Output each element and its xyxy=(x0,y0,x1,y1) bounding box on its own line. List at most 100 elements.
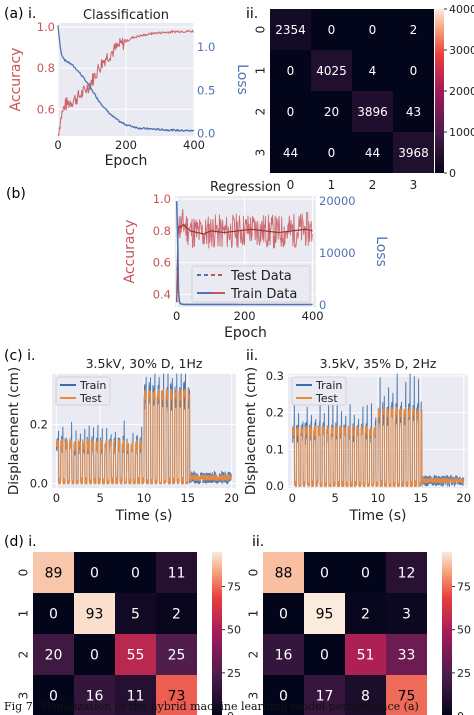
heatmap-cell-label: 0 xyxy=(361,566,370,582)
y2-tick-label: 0.0 xyxy=(197,126,215,140)
y2-tick-label: 0 xyxy=(319,298,326,312)
chart-title: Regression xyxy=(210,180,281,195)
heatmap-cell xyxy=(263,593,304,634)
y-tick-label: 0 xyxy=(247,569,261,577)
heatmap-cell-label: 2 xyxy=(172,607,181,623)
x-tick-label: 3 xyxy=(410,178,418,192)
x-tick-label: 10 xyxy=(137,491,152,505)
x-tick-label: 2 xyxy=(369,178,377,192)
x-tick-label: 5 xyxy=(97,491,104,505)
y2-tick-label: 10000 xyxy=(319,246,356,260)
colorbar xyxy=(212,552,222,715)
heatmap-cell-label: 0 xyxy=(320,566,329,582)
chart-d2: 880012095231605133017875012301230255075 xyxy=(247,552,471,715)
colorbar-tick-label: 30000 xyxy=(449,44,474,57)
heatmap-cell xyxy=(263,675,304,715)
heatmap-cell xyxy=(304,675,345,715)
heatmap-cell xyxy=(386,675,427,715)
heatmap-cell xyxy=(393,50,434,91)
y-tick-label: 2 xyxy=(17,651,31,659)
chart-c1: 0.0 0.2 0 5 10 15 20 3.5kV, 30% D, 1Hz Time (s) D… xyxy=(6,356,239,524)
colorbar-tick-label: 75 xyxy=(457,581,471,594)
panel-label-b: (b) xyxy=(6,186,26,202)
heatmap-cell-label: 0 xyxy=(287,105,295,119)
legend-label-test: Test xyxy=(315,392,338,405)
panel-label-a: (a) i. xyxy=(4,6,36,22)
heatmap-cell xyxy=(345,552,386,593)
panel-label-d: (d) i. xyxy=(4,534,37,550)
heatmap-cell xyxy=(74,552,115,593)
heatmap-cell-label: 20 xyxy=(324,105,339,119)
chart-title: 3.5kV, 35% D, 2Hz xyxy=(320,356,437,371)
heatmap-cell xyxy=(115,634,156,675)
panel-label-a2: ii. xyxy=(246,6,258,22)
y-tick-label: 1 xyxy=(254,67,268,75)
x-tick-label: 5 xyxy=(331,491,338,505)
y2-tick-label: 20000 xyxy=(319,194,356,208)
legend-label-train: Train xyxy=(79,379,106,392)
colorbar-tick-label: 50 xyxy=(457,624,471,637)
heatmap-cell-label: 3968 xyxy=(398,146,429,160)
y-tick-label: 0 xyxy=(17,569,31,577)
x-axis-label: Time (s) xyxy=(349,508,407,524)
y2-axis-label: Loss xyxy=(234,64,250,95)
heatmap-cell-label: 17 xyxy=(316,689,334,705)
y-tick-label: 0.2 xyxy=(30,417,48,431)
heatmap-cell-label: 5 xyxy=(131,607,140,623)
heatmap-cell-label: 2 xyxy=(361,607,370,623)
heatmap-cell xyxy=(74,675,115,715)
legend-label-train: Train xyxy=(315,379,342,392)
accuracy-series-line xyxy=(57,29,195,137)
heatmap-cell xyxy=(386,634,427,675)
y-tick-label: 0.2 xyxy=(266,406,284,420)
heatmap-cell-label: 0 xyxy=(410,64,418,78)
y-tick-label: 3 xyxy=(247,692,261,700)
heatmap-cell xyxy=(270,132,311,173)
heatmap-cell-label: 44 xyxy=(283,146,298,160)
heatmap-cell-label: 2354 xyxy=(275,23,306,37)
panel-label-d2: ii. xyxy=(252,534,264,550)
heatmap-cell xyxy=(393,91,434,132)
colorbar-tick-label: 75 xyxy=(227,581,241,594)
panel-label-c2: ii. xyxy=(246,348,258,364)
colorbar-tick-label: 0 xyxy=(457,710,464,715)
heatmap-cell xyxy=(311,50,352,91)
heatmap-cell xyxy=(74,593,115,634)
y-tick-label: 0.1 xyxy=(266,442,284,456)
legend-label-test: Test Data xyxy=(230,269,292,284)
heatmap-cell-label: 11 xyxy=(127,689,145,705)
legend-label-test: Test xyxy=(79,392,102,405)
chart-a1: 0.6 0.8 1.0 0.0 0.5 1.0 0 200 400 Classification E… xyxy=(8,8,250,169)
x-tick-label: 400 xyxy=(183,138,205,152)
x-tick-label: 15 xyxy=(414,491,429,505)
colorbar-tick-label: 0 xyxy=(227,710,234,715)
heatmap-cell xyxy=(352,9,393,50)
heatmap-cell-label: 0 xyxy=(328,23,336,37)
heatmap-cell-label: 4025 xyxy=(316,64,347,78)
colorbar-tick-label: 25 xyxy=(457,667,471,680)
y-tick-label: 0.0 xyxy=(266,479,284,493)
heatmap-cell xyxy=(352,132,393,173)
heatmap-cell-label: 4 xyxy=(369,64,377,78)
heatmap-cell xyxy=(386,552,427,593)
x-tick-label: 0 xyxy=(53,491,60,505)
x-tick-label: 20 xyxy=(224,491,239,505)
colorbar-tick-label: 20000 xyxy=(449,85,474,98)
legend-label-train: Train Data xyxy=(230,287,297,302)
heatmap-cell-label: 88 xyxy=(275,566,293,582)
x-tick-label: 20 xyxy=(456,491,471,505)
heatmap-cell-label: 93 xyxy=(86,607,104,623)
train-data-line xyxy=(175,201,314,306)
figure-caption: Fig 7. Visualization of the hybrid machi… xyxy=(4,700,419,713)
heatmap-cell xyxy=(33,634,74,675)
x-tick-label: 0 xyxy=(173,309,180,323)
y-tick-label: 0.8 xyxy=(37,61,55,75)
heatmap-cell xyxy=(156,593,197,634)
chart-title: 3.5kV, 30% D, 1Hz xyxy=(86,356,203,371)
heatmap-cell-label: 3 xyxy=(402,607,411,623)
heatmap-cell-label: 2 xyxy=(410,23,418,37)
heatmap-cell xyxy=(270,9,311,50)
heatmap-cell xyxy=(304,634,345,675)
chart-title: Classification xyxy=(83,8,169,23)
